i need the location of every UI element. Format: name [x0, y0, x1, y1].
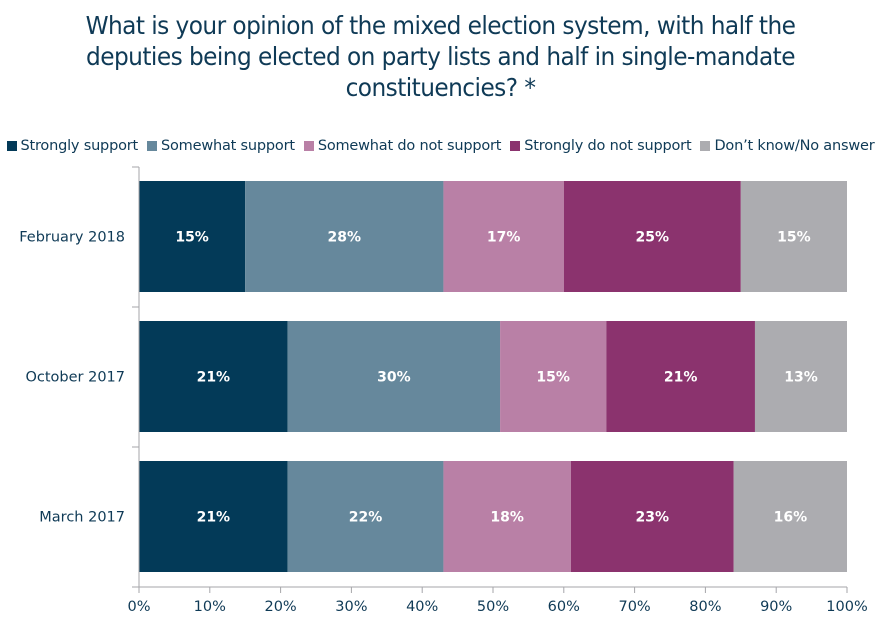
bars-group	[139, 181, 847, 572]
bar-segment	[733, 461, 847, 572]
data-label: 15%	[536, 370, 570, 386]
bar-segment	[139, 321, 288, 432]
data-label: 30%	[377, 370, 411, 386]
legend-item-somewhat-support: Somewhat support	[147, 138, 295, 154]
legend-swatch	[303, 141, 314, 151]
legend-item-somewhat-do-not-support: Somewhat do not support	[303, 138, 502, 154]
category-label: October 2017	[25, 370, 125, 386]
x-tick-label: 0%	[127, 599, 150, 615]
legend-swatch	[147, 141, 157, 151]
bar-segment	[287, 321, 501, 432]
x-tick-label: 80%	[689, 599, 721, 615]
axes-group	[132, 166, 848, 593]
data-label: 13%	[784, 370, 818, 386]
category-label: February 2018	[19, 230, 125, 246]
bar-segment	[606, 321, 755, 432]
chart-legend: Strongly support Somewhat support Somewh…	[0, 136, 881, 156]
bar-segment	[443, 461, 571, 572]
legend-item-dont-know: Don’t know/No answer	[700, 138, 875, 154]
bar-segment	[287, 461, 444, 572]
x-tick-label: 60%	[548, 599, 580, 615]
x-tick-label: 100%	[826, 599, 867, 615]
x-tick-label: 10%	[194, 599, 226, 615]
data-label: 21%	[197, 370, 231, 386]
legend-swatch	[700, 141, 711, 151]
data-label: 25%	[636, 230, 670, 246]
x-tick-label: 30%	[335, 599, 367, 615]
chart-title-line: What is your opinion of the mixed electi…	[85, 11, 796, 40]
chart-title-line: constituencies? *	[345, 73, 536, 102]
chart-title: What is your opinion of the mixed electi…	[31, 10, 850, 103]
data-label: 28%	[328, 230, 362, 246]
chart-title-line: deputies being elected on party lists an…	[86, 42, 795, 71]
data-label: 15%	[175, 230, 209, 246]
legend-label: Strongly do not support	[524, 138, 692, 154]
data-label: 21%	[197, 510, 231, 526]
x-tick-label: 20%	[264, 599, 296, 615]
data-label: 15%	[777, 230, 811, 246]
bar-segment	[443, 181, 564, 292]
legend-item-strongly-do-not-support: Strongly do not support	[510, 138, 692, 154]
data-label: 21%	[664, 370, 698, 386]
legend-label: Strongly support	[20, 138, 139, 154]
bar-segment	[500, 321, 607, 432]
bar-segment	[740, 181, 847, 292]
x-tick-label: 70%	[618, 599, 650, 615]
data-label: 18%	[490, 510, 524, 526]
bar-segment	[754, 321, 847, 432]
x-tick-label: 50%	[477, 599, 509, 615]
bar-segment	[139, 461, 288, 572]
bar-segment	[570, 461, 734, 572]
bar-segment	[563, 181, 741, 292]
legend-label: Somewhat support	[161, 138, 295, 154]
x-tick-label: 90%	[760, 599, 792, 615]
data-label: 16%	[774, 510, 808, 526]
data-label: 23%	[636, 510, 670, 526]
x-tick-label: 40%	[406, 599, 438, 615]
legend-label: Somewhat do not support	[317, 138, 502, 154]
bar-segment	[139, 181, 246, 292]
bar-segment	[245, 181, 444, 292]
legend-swatch	[6, 141, 17, 151]
labels-group: 15% 28% 17% 25% 15% February 2018 21% 30% 15% 21%…	[19, 230, 868, 616]
legend-item-strongly-support: Strongly support	[6, 138, 139, 154]
legend-label: Don’t know/No answer	[714, 138, 875, 154]
category-label: March 2017	[39, 510, 125, 526]
legend-swatch	[510, 141, 521, 151]
data-label: 22%	[349, 510, 383, 526]
data-label: 17%	[487, 230, 521, 246]
